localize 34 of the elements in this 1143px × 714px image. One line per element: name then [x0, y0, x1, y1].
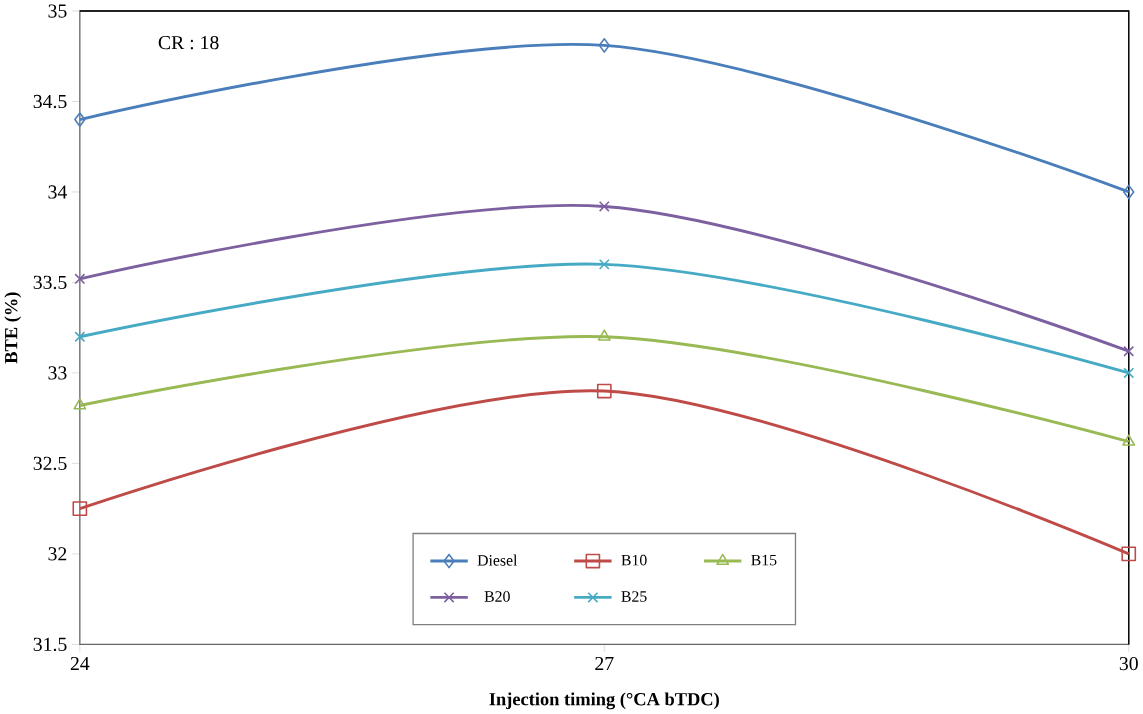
y-tick-label: 34 — [48, 185, 67, 199]
y-tick-label: 32 — [48, 547, 67, 561]
legend-label: B15 — [751, 555, 777, 566]
y-tick-label: 35 — [48, 4, 67, 18]
point — [596, 383, 612, 399]
x-tick-label: 30 — [1119, 657, 1138, 671]
point — [1122, 434, 1136, 446]
point — [598, 201, 610, 213]
annotation: CR : 18 — [158, 36, 219, 50]
y-axis-title: BTE (%) — [4, 292, 22, 364]
y-tick-label: 32.5 — [33, 456, 67, 471]
point — [74, 331, 86, 343]
point — [598, 38, 611, 53]
point — [72, 501, 88, 517]
legend-label: B10 — [621, 554, 647, 566]
legend-label: B25 — [621, 591, 647, 602]
point — [73, 398, 87, 410]
point — [598, 259, 610, 270]
point — [74, 112, 86, 128]
point — [1123, 184, 1135, 200]
point — [74, 273, 86, 285]
x-axis-title: Injection timing (°CA bTDC) — [489, 692, 719, 710]
y-tick-label: 34.5 — [33, 95, 67, 109]
point — [1123, 345, 1135, 357]
legend-label: Diesel — [477, 554, 518, 566]
point — [1123, 367, 1135, 379]
point — [1121, 546, 1137, 562]
y-tick-label: 31.5 — [33, 637, 67, 652]
legend-label: B20 — [484, 591, 510, 603]
x-tick-label: 27 — [595, 657, 614, 671]
y-tick-label: 33.5 — [33, 275, 67, 290]
x-tick-label: 24 — [70, 657, 90, 671]
point — [597, 329, 611, 341]
y-tick-label: 33 — [48, 366, 67, 380]
